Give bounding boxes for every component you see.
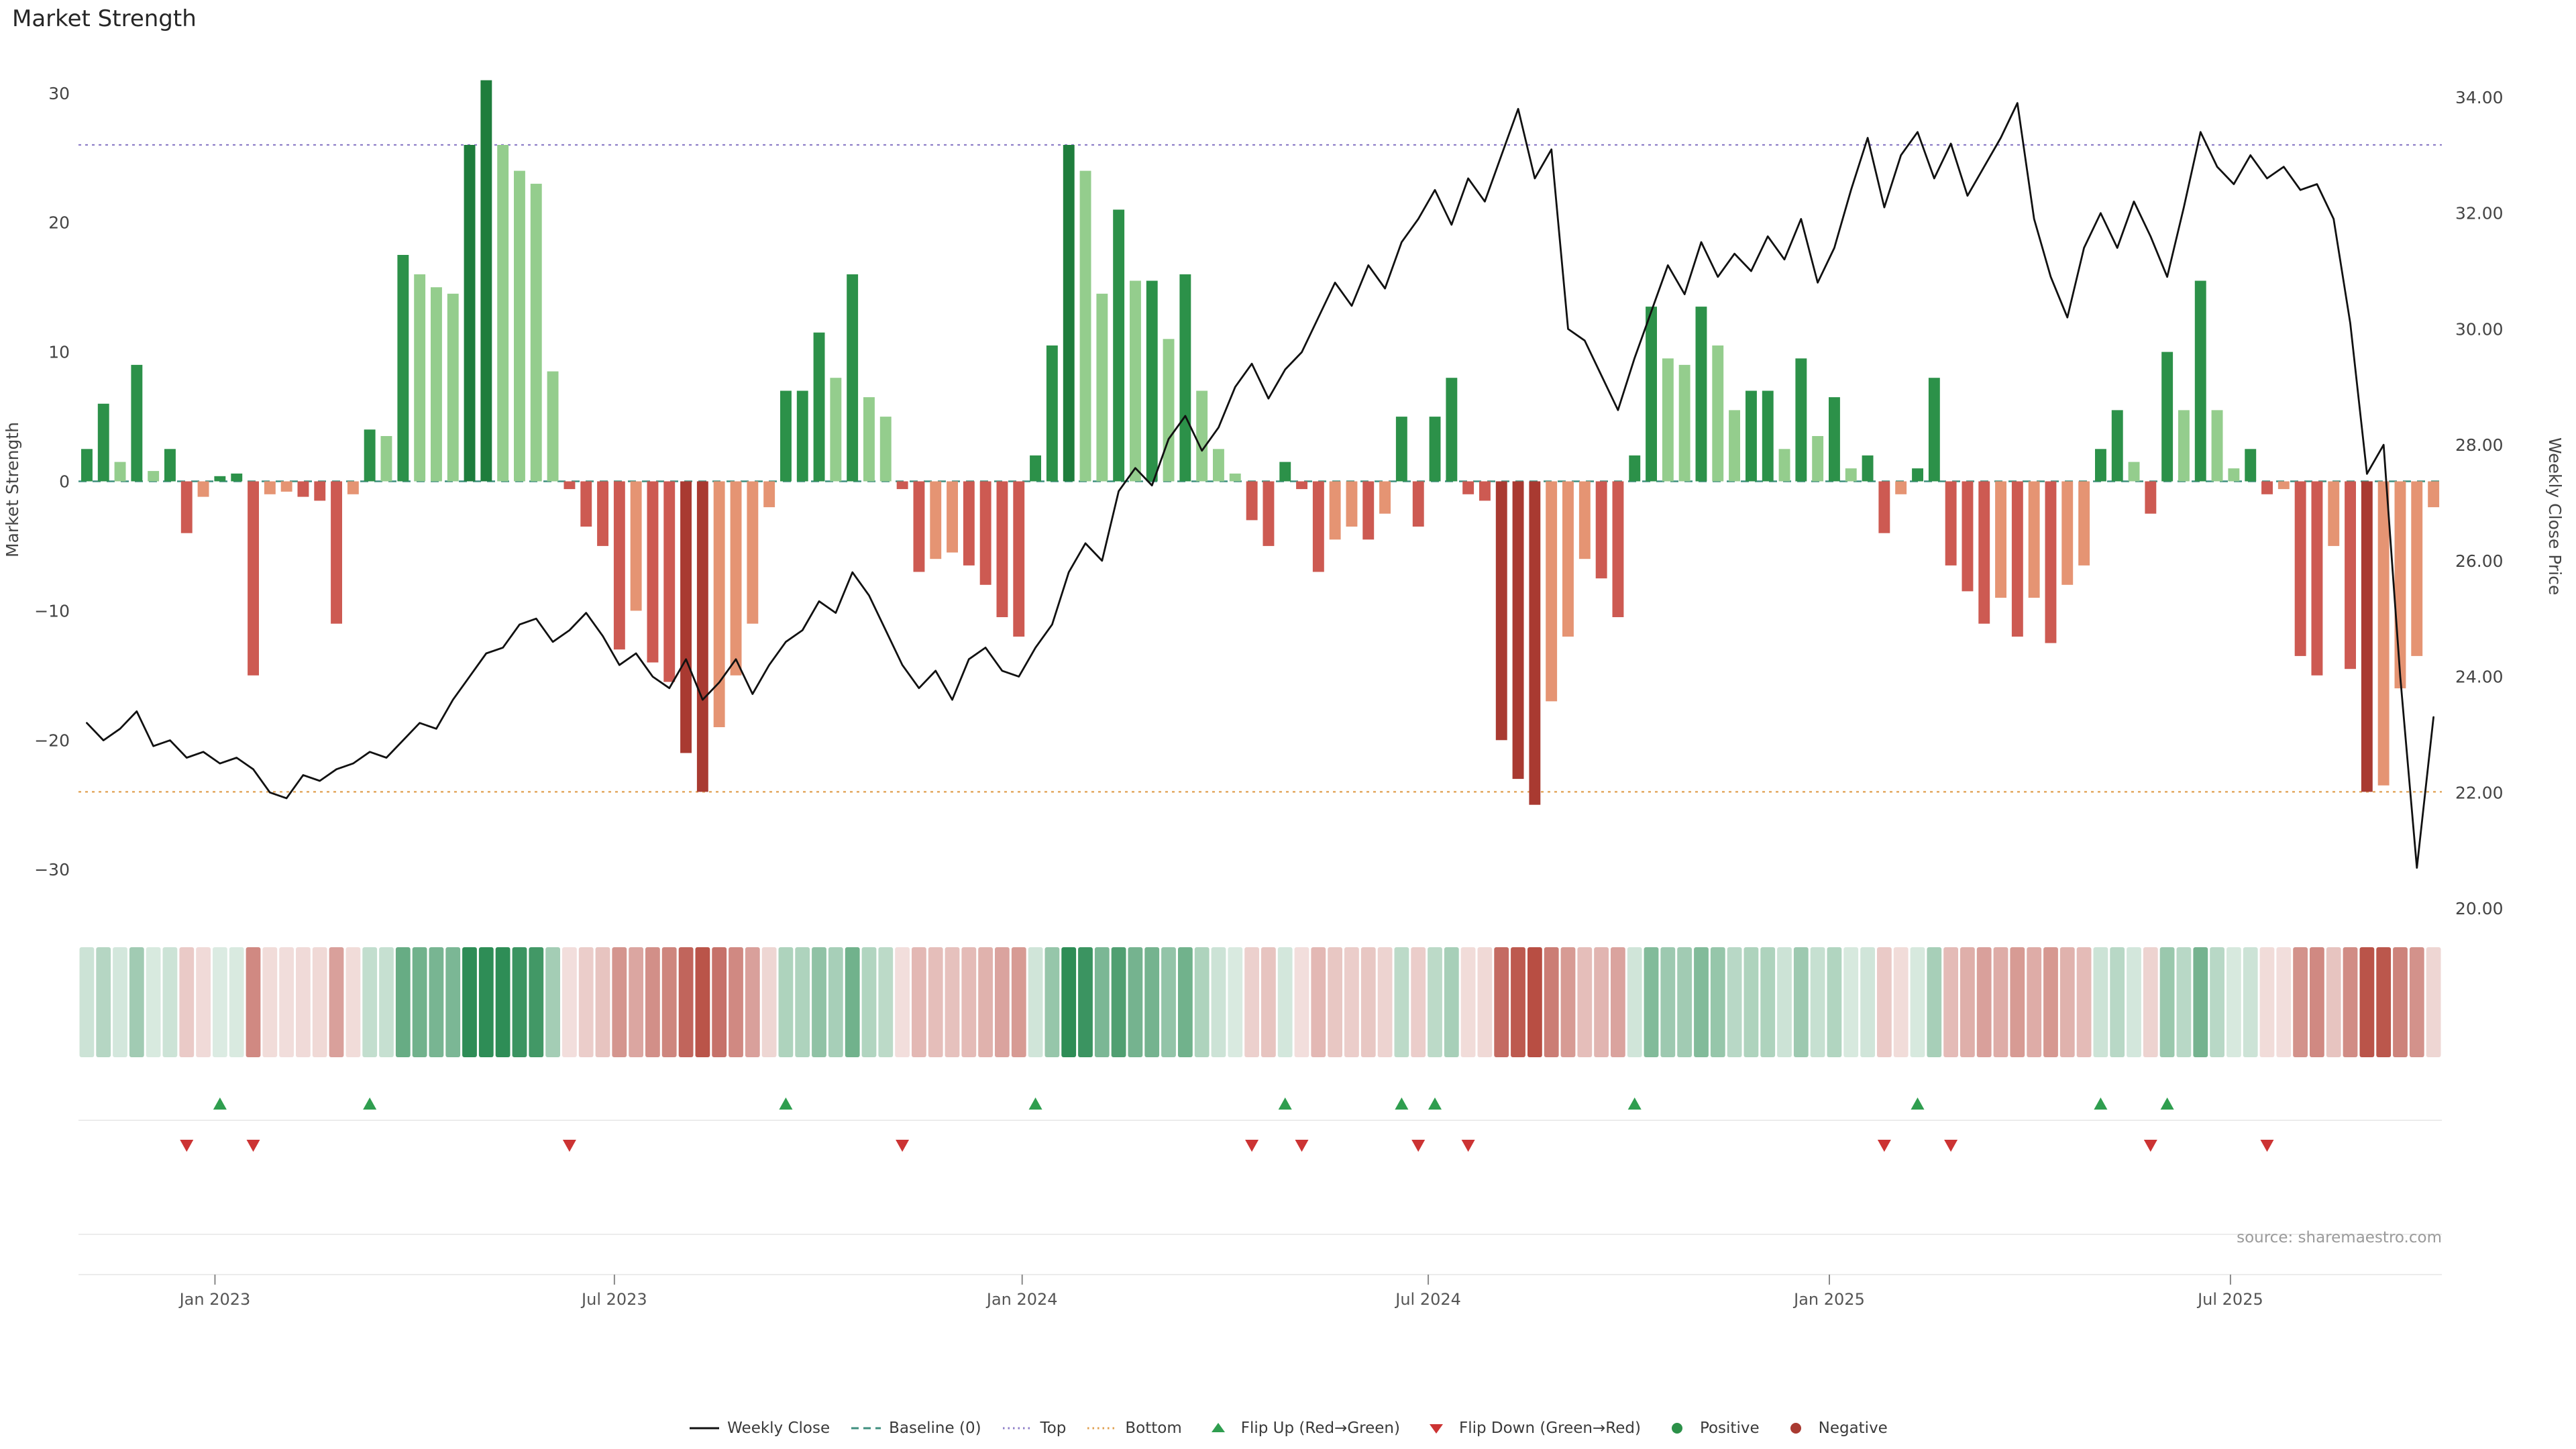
svg-text:20.00: 20.00: [2455, 899, 2504, 918]
flip-up-marker: [1627, 1097, 1642, 1110]
flip-down-marker: [1877, 1140, 1891, 1152]
svg-text:34.00: 34.00: [2455, 88, 2504, 107]
top-swatch-icon: [1002, 1427, 1032, 1430]
svg-text:−20: −20: [34, 731, 70, 750]
legend-label: Top: [1040, 1419, 1067, 1437]
page-title: Market Strength: [12, 5, 197, 32]
flip-up-marker: [363, 1097, 377, 1110]
strength-heatmap: [79, 947, 2441, 1057]
legend-item-baseline: Baseline (0): [850, 1419, 981, 1437]
svg-text:22.00: 22.00: [2455, 783, 2504, 802]
svg-text:Jul 2024: Jul 2024: [1394, 1290, 1461, 1309]
flip-up-marker: [1428, 1097, 1442, 1110]
legend-item-positive: Positive: [1661, 1419, 1760, 1437]
legend-label: Weekly Close: [727, 1419, 830, 1437]
svg-text:Jul 2023: Jul 2023: [580, 1290, 647, 1309]
svg-text:26.00: 26.00: [2455, 551, 2504, 571]
flip-up-marker: [1911, 1097, 1925, 1110]
flip-up-marker: [2094, 1097, 2108, 1110]
legend: Weekly Close Baseline (0) Top Bottom Flip Up…: [0, 1419, 2576, 1437]
svg-text:0: 0: [59, 472, 70, 492]
bottom-swatch-icon: [1087, 1427, 1118, 1430]
positive-swatch-icon: [1671, 1423, 1682, 1434]
axis-ticks: 30 20 10 0 −10 −20 −30 34.00 32.00 30.00 28.00 26.0…: [34, 84, 2503, 1309]
svg-text:30.00: 30.00: [2455, 319, 2504, 339]
flip-up-marker: [779, 1097, 793, 1110]
legend-item-negative: Negative: [1780, 1419, 1888, 1437]
legend-item-flip-up: Flip Up (Red→Green): [1202, 1419, 1400, 1437]
flip-down-marker: [246, 1140, 260, 1152]
flip-down-marker: [896, 1140, 910, 1152]
flip-down-marker: [1295, 1140, 1309, 1152]
svg-text:−10: −10: [34, 601, 70, 621]
flip-down-marker: [1461, 1140, 1475, 1152]
svg-text:Jan 2025: Jan 2025: [1792, 1290, 1865, 1309]
svg-text:32.00: 32.00: [2455, 204, 2504, 223]
flip-up-marker: [1278, 1097, 1292, 1110]
legend-label: Negative: [1818, 1419, 1888, 1437]
svg-text:−30: −30: [34, 860, 70, 879]
flip-up-marker: [1395, 1097, 1409, 1110]
svg-text:24.00: 24.00: [2455, 667, 2504, 687]
legend-label: Flip Down (Green→Red): [1458, 1419, 1641, 1437]
flip-up-marker: [1028, 1097, 1042, 1110]
flip-down-marker: [1245, 1140, 1259, 1152]
svg-text:10: 10: [48, 343, 70, 362]
source-text: source: sharemaestro.com: [2237, 1229, 2442, 1246]
svg-text:Jan 2023: Jan 2023: [178, 1290, 251, 1309]
flip-down-swatch-icon: [1429, 1424, 1443, 1434]
right-axis-label: Weekly Close Price: [2545, 437, 2565, 596]
flip-down-marker: [180, 1140, 194, 1152]
svg-text:20: 20: [48, 213, 70, 233]
market-strength-chart: 30 20 10 0 −10 −20 −30 34.00 32.00 30.00 28.00 26.0…: [34, 80, 2504, 1309]
flip-up-swatch-icon: [1211, 1423, 1225, 1432]
legend-label: Positive: [1699, 1419, 1760, 1437]
flip-down-marker: [562, 1140, 576, 1152]
strength-bars: [81, 80, 2440, 805]
legend-label: Flip Up (Red→Green): [1240, 1419, 1400, 1437]
legend-item-flip-down: Flip Down (Green→Red): [1420, 1419, 1641, 1437]
flip-down-marker: [2260, 1140, 2274, 1152]
negative-swatch-icon: [1790, 1423, 1801, 1434]
left-axis-label: Market Strength: [3, 421, 22, 558]
svg-text:28.00: 28.00: [2455, 435, 2504, 455]
flip-down-marker: [1944, 1140, 1958, 1152]
svg-text:Jul 2025: Jul 2025: [2196, 1290, 2263, 1309]
flip-down-marker: [1411, 1140, 1426, 1152]
reference-lines: [78, 144, 2442, 793]
legend-label: Bottom: [1125, 1419, 1182, 1437]
flip-markers: [180, 1097, 2274, 1152]
flip-up-marker: [213, 1097, 227, 1110]
baseline-swatch-icon: [851, 1427, 881, 1430]
weekly-close-line: [85, 102, 2435, 869]
legend-label: Baseline (0): [889, 1419, 981, 1437]
section-gridlines: [78, 1120, 2442, 1275]
weekly-close-swatch-icon: [690, 1427, 720, 1430]
svg-text:Jan 2024: Jan 2024: [985, 1290, 1058, 1309]
flip-up-marker: [2160, 1097, 2174, 1110]
svg-text:30: 30: [48, 84, 70, 103]
legend-item-top: Top: [1002, 1419, 1067, 1437]
legend-item-bottom: Bottom: [1086, 1419, 1182, 1437]
legend-item-weekly-close: Weekly Close: [688, 1419, 830, 1437]
flip-down-marker: [2143, 1140, 2157, 1152]
